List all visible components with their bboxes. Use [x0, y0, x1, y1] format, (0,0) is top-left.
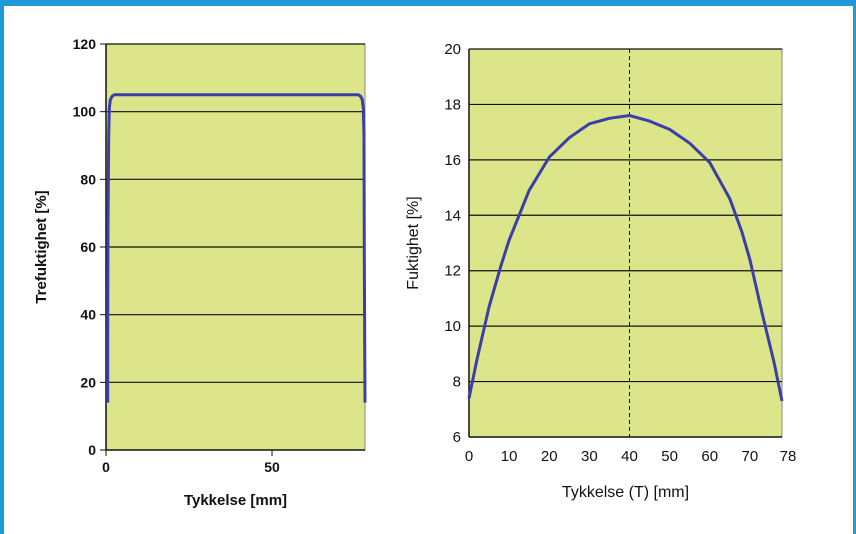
y-tick-label: 8	[453, 374, 461, 391]
left-x-axis-label: Tykkelse [mm]	[184, 492, 287, 509]
y-tick-label: 100	[73, 104, 97, 120]
x-tick-label: 50	[264, 459, 280, 475]
frame-left-border	[0, 0, 4, 534]
moisture-chart-left: 0 20 40 60 80 100 120 0 50 Tykkelse [mm] Trefuk…	[33, 36, 367, 509]
left-y-axis-label: Trefuktighet [%]	[33, 190, 50, 303]
left-y-ticks: 0 20 40 60 80 100 120	[73, 36, 106, 458]
left-x-ticks: 0 50	[102, 450, 280, 475]
y-tick-label: 18	[444, 96, 461, 113]
x-tick-label: 0	[465, 448, 473, 465]
right-x-ticks: 0 10 20 30 40 50 60 70 78	[465, 448, 797, 465]
x-tick-label: 50	[661, 448, 678, 465]
y-tick-label: 0	[88, 442, 96, 458]
y-tick-label: 16	[444, 152, 461, 169]
y-tick-label: 40	[80, 307, 96, 323]
y-tick-label: 20	[80, 374, 96, 390]
y-tick-label: 10	[444, 318, 461, 335]
frame-right-border	[853, 0, 856, 534]
x-tick-label: 20	[541, 448, 558, 465]
right-series-line	[467, 114, 784, 402]
x-tick-label: 60	[701, 448, 718, 465]
right-gridlines	[468, 48, 782, 438]
y-tick-label: 12	[444, 263, 461, 280]
y-tick-label: 14	[444, 207, 461, 224]
y-tick-label: 20	[444, 41, 461, 58]
x-tick-label: 0	[102, 459, 110, 475]
x-tick-label: 30	[581, 448, 598, 465]
y-tick-label: 6	[453, 429, 461, 446]
y-tick-label: 120	[73, 36, 97, 52]
right-y-ticks: 6 8 10 12 14 16 18 20	[444, 41, 461, 446]
x-tick-label: 10	[501, 448, 518, 465]
x-tick-label: 40	[621, 448, 638, 465]
moisture-chart-right: 6 8 10 12 14 16 18 20 0 10 20 30 40 50 60 70 78 Tykkels…	[405, 41, 796, 501]
x-tick-label: 70	[742, 448, 759, 465]
left-series-line	[106, 93, 367, 403]
frame-top-border	[0, 0, 856, 6]
right-y-axis-label: Fuktighet [%]	[405, 196, 422, 289]
right-x-axis-label: Tykkelse (T) [mm]	[562, 484, 689, 501]
x-tick-label: 78	[780, 448, 797, 465]
y-tick-label: 60	[80, 239, 96, 255]
y-tick-label: 80	[80, 171, 96, 187]
right-plot-area	[468, 48, 783, 438]
